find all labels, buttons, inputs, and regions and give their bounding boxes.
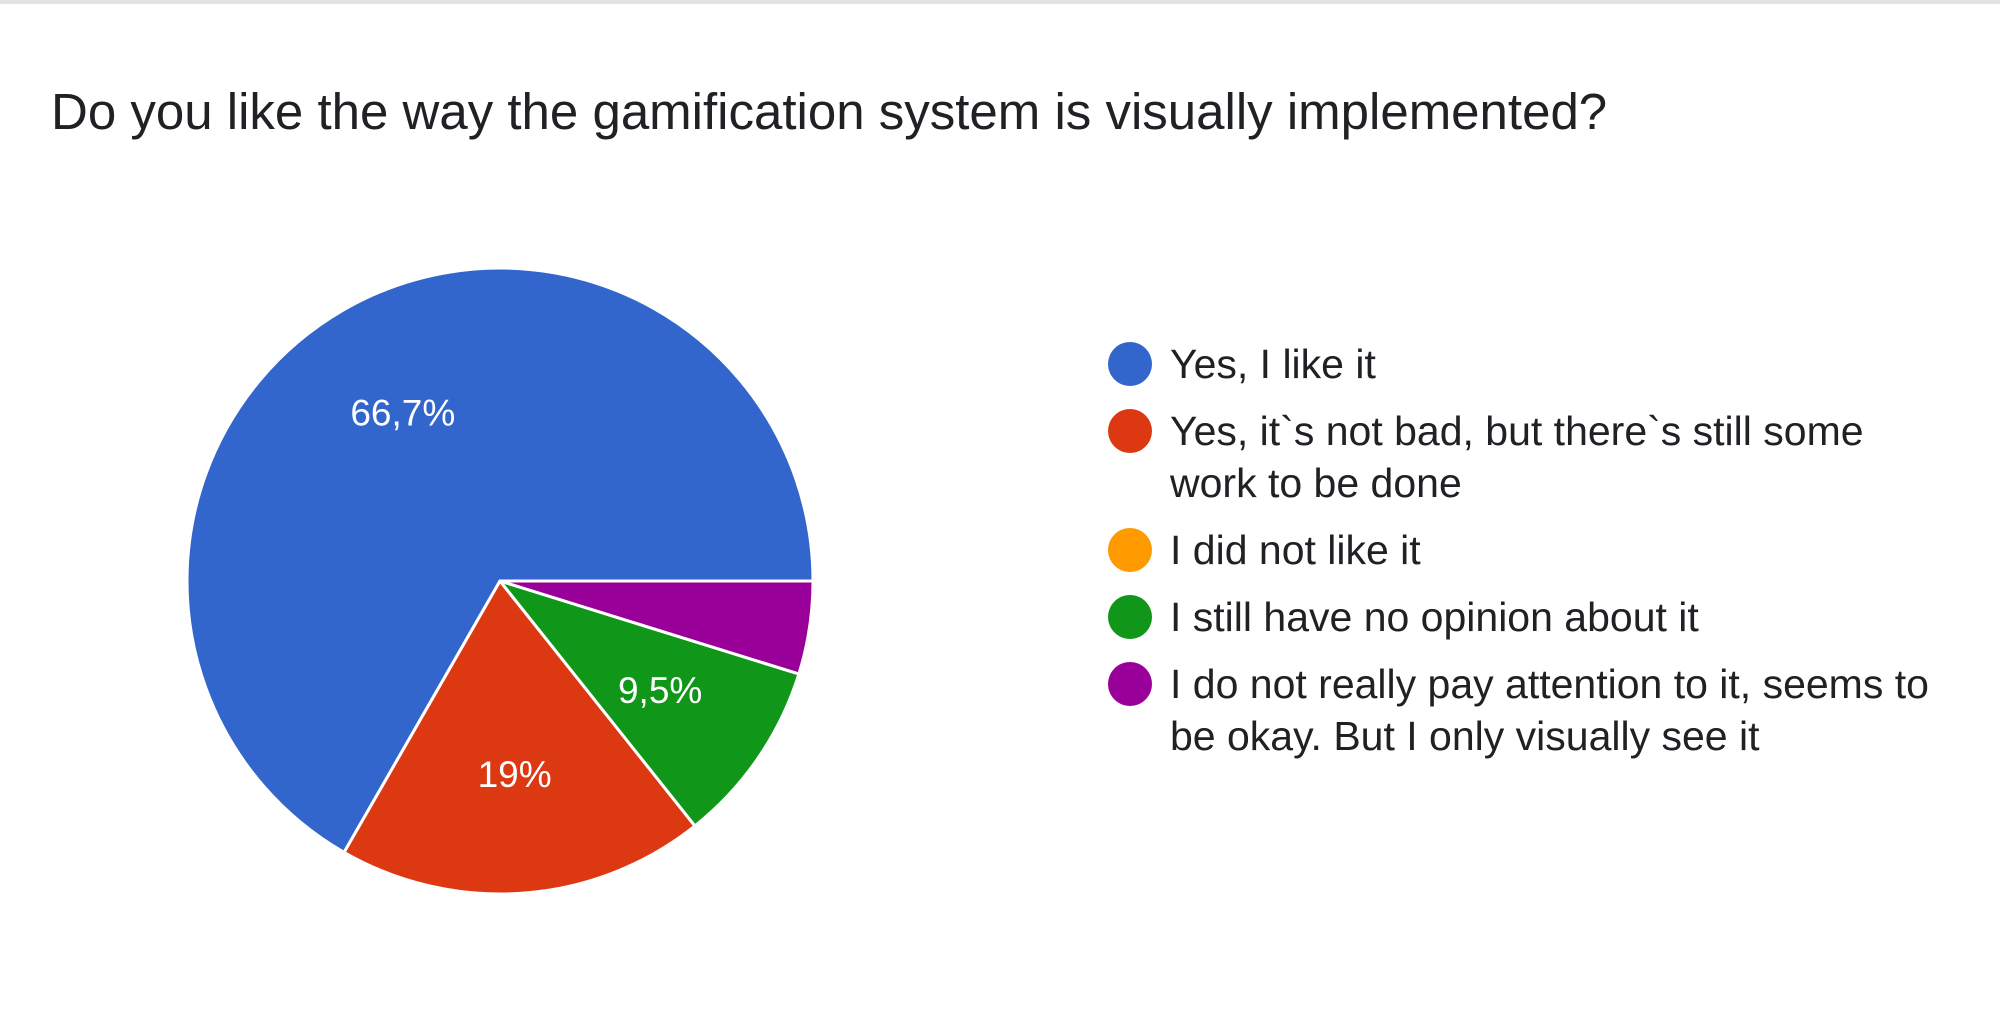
pie-slice-labels: 66,7% 19% 9,5% [350, 393, 702, 795]
legend-swatch-icon [1108, 662, 1152, 706]
legend-item-3: I still have no opinion about it [1108, 591, 1988, 643]
legend-swatch-icon [1108, 409, 1152, 453]
legend-label: I do not really pay attention to it, see… [1170, 661, 1929, 759]
pie-slice-0 [185, 266, 815, 854]
legend: Yes, I like it Yes, it`s not bad, but the… [1108, 338, 1988, 777]
pie-slice-label-0: 66,7% [350, 393, 455, 434]
legend-label: Yes, it`s not bad, but there`s still som… [1170, 408, 1864, 506]
legend-swatch-icon [1108, 528, 1152, 572]
legend-label: I did not like it [1170, 527, 1421, 573]
legend-label: I still have no opinion about it [1170, 594, 1699, 640]
pie-slice-4 [498, 579, 815, 676]
legend-label: Yes, I like it [1170, 341, 1376, 387]
pie-slice-1 [342, 579, 697, 896]
legend-item-4: I do not really pay attention to it, see… [1108, 658, 1988, 762]
pie-slices [185, 266, 815, 896]
pie-slice-3 [498, 579, 801, 828]
legend-item-1: Yes, it`s not bad, but there`s still som… [1108, 405, 1988, 509]
pie-slice-label-1: 19% [478, 754, 552, 795]
legend-swatch-icon [1108, 595, 1152, 639]
pie-chart: 66,7% 19% 9,5% [185, 266, 815, 896]
legend-item-2: I did not like it [1108, 524, 1988, 576]
legend-swatch-icon [1108, 342, 1152, 386]
chart-title: Do you like the way the gamification sys… [51, 83, 1608, 140]
pie-slice-label-3: 9,5% [618, 670, 702, 711]
legend-item-0: Yes, I like it [1108, 338, 1988, 390]
